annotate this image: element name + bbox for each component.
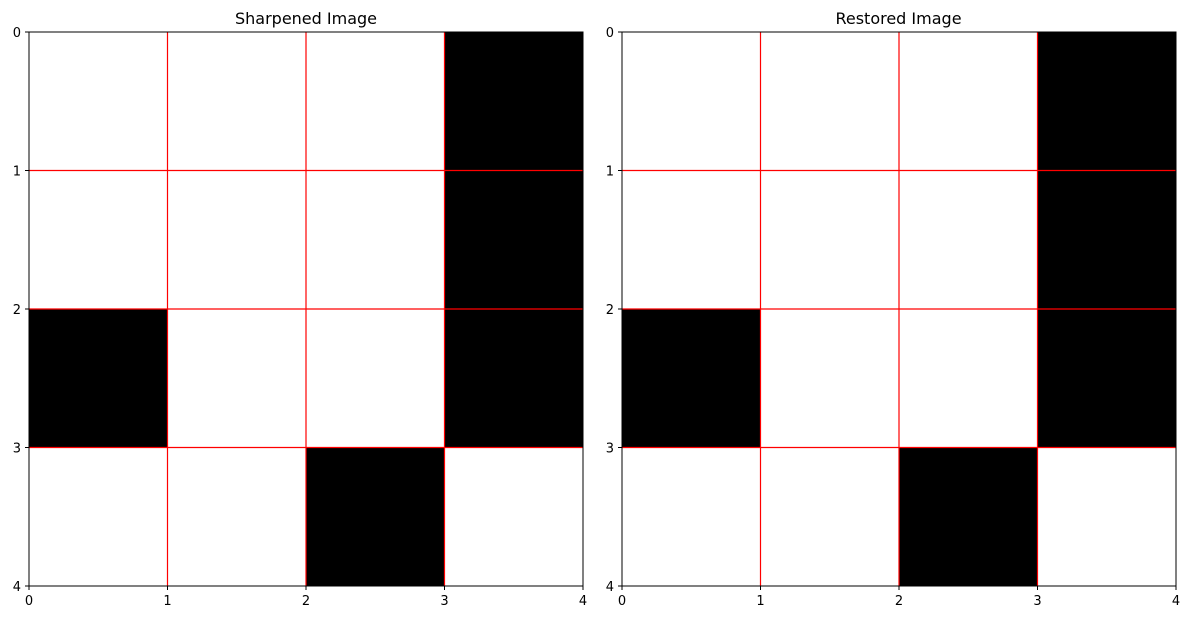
- heatmap-cell: [899, 170, 1038, 309]
- heatmap-cell: [444, 170, 583, 309]
- heatmap-cell: [622, 32, 761, 171]
- heatmap-cell: [899, 309, 1038, 448]
- heatmap-cell: [760, 170, 899, 309]
- x-tick-label: 0: [25, 594, 33, 609]
- heatmap-cell: [306, 309, 445, 448]
- heatmap-cell: [306, 170, 445, 309]
- x-tick-label: 2: [302, 594, 310, 609]
- heatmap-cell: [29, 447, 168, 586]
- heatmap-cell: [1037, 309, 1176, 448]
- x-tick-label: 4: [579, 594, 587, 609]
- y-tick-label: 3: [13, 442, 21, 457]
- y-tick-label: 4: [13, 580, 21, 595]
- x-tick-label: 4: [1172, 594, 1180, 609]
- x-tick-label: 1: [756, 594, 764, 609]
- heatmap-cell: [622, 309, 761, 448]
- heatmap-cell: [1037, 170, 1176, 309]
- y-tick-label: 3: [606, 442, 614, 457]
- y-tick-label: 4: [606, 580, 614, 595]
- heatmap-cell: [760, 32, 899, 171]
- y-tick-label: 2: [13, 303, 21, 318]
- x-tick-label: 2: [895, 594, 903, 609]
- y-tick-label: 0: [606, 26, 614, 41]
- heatmap-cell: [167, 32, 306, 171]
- heatmap-cell: [622, 447, 761, 586]
- heatmap-cell: [444, 32, 583, 171]
- heatmap-cell: [444, 309, 583, 448]
- panel-title: Sharpened Image: [235, 9, 377, 28]
- heatmap-cell: [899, 447, 1038, 586]
- heatmap-cell: [167, 447, 306, 586]
- heatmap-cell: [29, 170, 168, 309]
- heatmap-cell: [760, 447, 899, 586]
- heatmap-cell: [29, 32, 168, 171]
- x-tick-label: 3: [1033, 594, 1041, 609]
- heatmap-cell: [622, 170, 761, 309]
- heatmap-cell: [306, 447, 445, 586]
- heatmap-cell: [29, 309, 168, 448]
- heatmap-cell: [167, 170, 306, 309]
- heatmap-cell: [1037, 32, 1176, 171]
- y-tick-label: 2: [606, 303, 614, 318]
- heatmap-cell: [167, 309, 306, 448]
- y-tick-label: 1: [606, 165, 614, 180]
- y-tick-label: 1: [13, 165, 21, 180]
- y-tick-label: 0: [13, 26, 21, 41]
- panel-title: Restored Image: [835, 9, 961, 28]
- heatmap-cell: [760, 309, 899, 448]
- x-tick-label: 1: [163, 594, 171, 609]
- heatmap-cell: [444, 447, 583, 586]
- x-tick-label: 3: [440, 594, 448, 609]
- heatmap-cell: [1037, 447, 1176, 586]
- heatmap-cell: [899, 32, 1038, 171]
- x-tick-label: 0: [618, 594, 626, 609]
- heatmap-cell: [306, 32, 445, 171]
